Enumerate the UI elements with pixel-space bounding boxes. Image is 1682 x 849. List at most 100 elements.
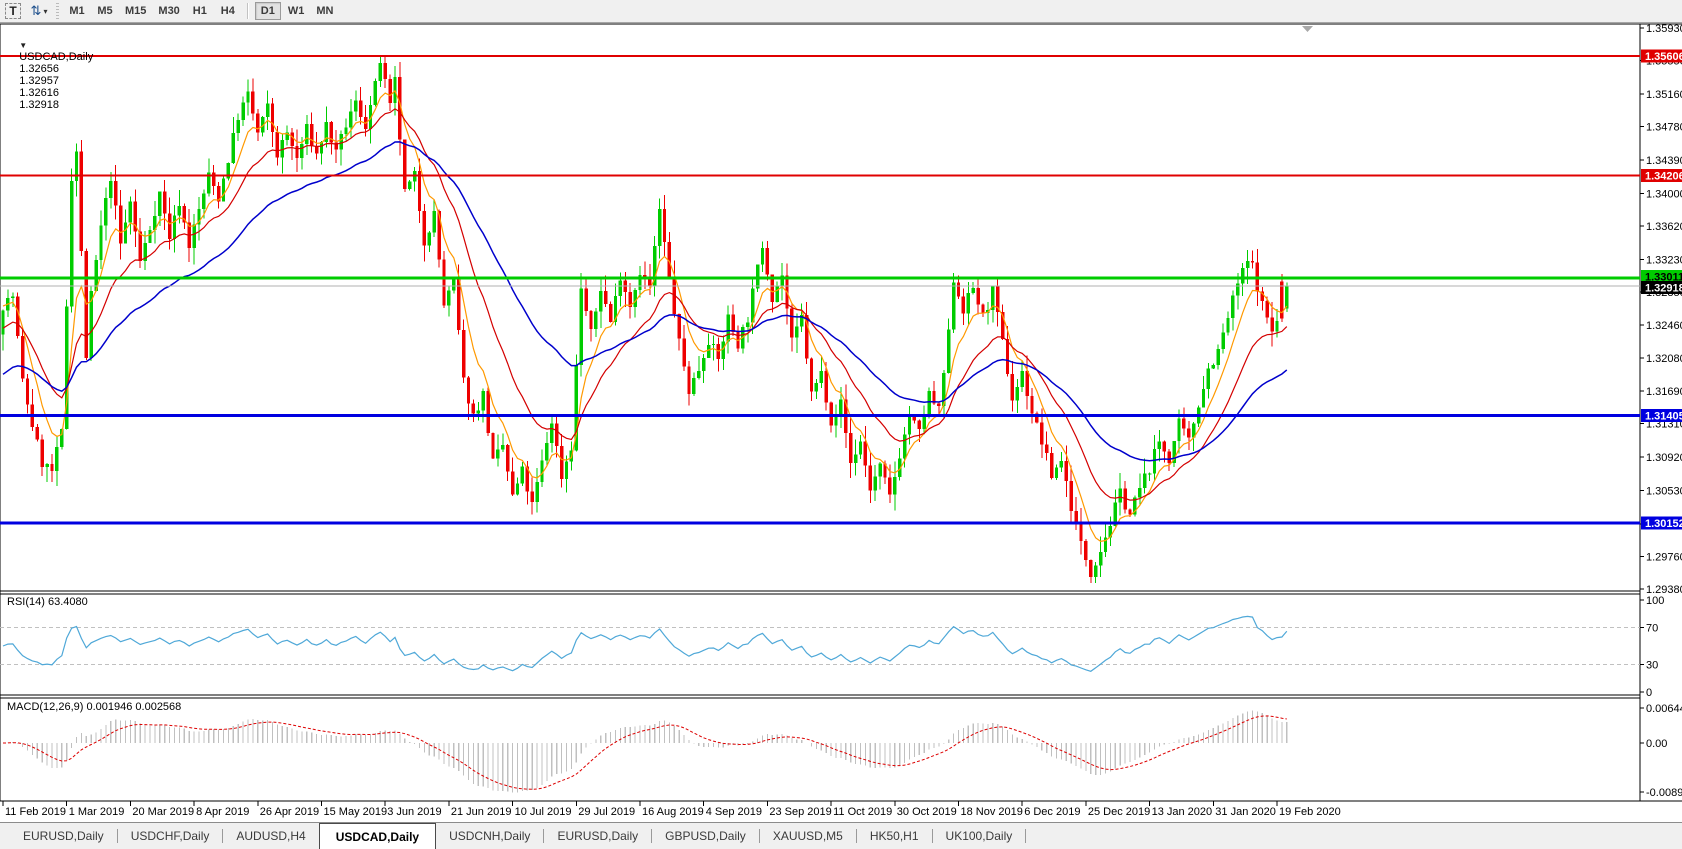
ma-fast-line [2, 89, 1288, 543]
price-levels [0, 54, 1640, 525]
timeframe-button-w1[interactable]: W1 [287, 5, 305, 17]
rsi-indicator-label: RSI(14) 63.4080 [7, 596, 88, 608]
svg-text:1.29380: 1.29380 [1646, 584, 1682, 596]
svg-text:25 Dec 2019: 25 Dec 2019 [1088, 806, 1150, 818]
price-badge [1641, 516, 1682, 530]
price-badge [1641, 270, 1682, 284]
svg-text:1.34000: 1.34000 [1646, 188, 1682, 200]
dropdown-caret-icon: ▾ [43, 6, 48, 16]
price-axis: 1.359301.355501.351601.347801.343901.340… [1640, 23, 1682, 596]
chart-tab-eurusd-daily[interactable]: EURUSD,Daily [557, 829, 639, 843]
timeframe-button-m30[interactable]: M30 [158, 5, 180, 17]
tab-separator [855, 829, 857, 843]
symbol-dropdown-caret[interactable]: ▼ [19, 41, 28, 50]
chart-tab-usdchf-daily[interactable]: USDCHF,Daily [130, 829, 210, 843]
ohlc-low: 1.32616 [19, 87, 59, 99]
svg-text:11 Feb 2019: 11 Feb 2019 [5, 806, 66, 818]
svg-text:8 Apr 2019: 8 Apr 2019 [196, 806, 249, 818]
chart-tab-gbpusd-daily[interactable]: GBPUSD,Daily [665, 829, 746, 843]
svg-text:19 Feb 2020: 19 Feb 2020 [1279, 806, 1341, 818]
svg-text:1.31405: 1.31405 [1645, 411, 1682, 423]
svg-text:23 Sep 2019: 23 Sep 2019 [769, 806, 831, 818]
svg-text:1.32080: 1.32080 [1646, 353, 1682, 365]
svg-text:1.35930: 1.35930 [1646, 23, 1682, 35]
tab-separator [651, 829, 653, 843]
chart-canvas[interactable]: 1.359301.355501.351601.347801.343901.340… [0, 23, 1682, 822]
svg-text:30: 30 [1646, 659, 1658, 671]
svg-text:6 Dec 2019: 6 Dec 2019 [1024, 806, 1080, 818]
svg-text:1.33620: 1.33620 [1646, 221, 1682, 233]
svg-text:18 Nov 2019: 18 Nov 2019 [961, 806, 1023, 818]
svg-text:1.29760: 1.29760 [1646, 551, 1682, 563]
chart-tab-audusd-h4[interactable]: AUDUSD,H4 [236, 829, 306, 843]
price-badge [1641, 49, 1682, 63]
svg-text:30 Oct 2019: 30 Oct 2019 [897, 806, 957, 818]
moving-averages [2, 89, 1288, 543]
chart-tab-xauusd-m5[interactable]: XAUUSD,M5 [772, 829, 843, 843]
svg-text:3 Jun 2019: 3 Jun 2019 [387, 806, 441, 818]
chart-tab-eurusd-daily[interactable]: EURUSD,Daily [23, 829, 104, 843]
text-label-tool-button[interactable]: T [2, 2, 24, 20]
svg-text:0: 0 [1646, 687, 1652, 699]
timeframe-button-d1[interactable]: D1 [254, 2, 281, 20]
price-badge [1641, 409, 1682, 423]
ma-mid-line [2, 108, 1288, 501]
chart-tab-uk100-daily[interactable]: UK100,Daily [945, 829, 1013, 843]
svg-text:29 Jul 2019: 29 Jul 2019 [578, 806, 635, 818]
arrange-arrows-icon: ⇅ [30, 3, 42, 18]
timeframe-button-m1[interactable]: M1 [69, 5, 85, 17]
svg-text:70: 70 [1646, 623, 1658, 635]
tab-separator [543, 829, 545, 843]
toolbar-separator [246, 3, 249, 19]
timeframe-button-m5[interactable]: M5 [97, 5, 113, 17]
svg-text:1.35606: 1.35606 [1645, 51, 1682, 63]
timeframe-button-group: M1 M5 M15 M30 H1 H4 D1 W1 MN [63, 2, 339, 20]
chart-shift-marker-icon [1302, 26, 1313, 32]
tab-separator [222, 829, 224, 843]
timeframe-button-m15[interactable]: M15 [125, 5, 147, 17]
price-badge [1641, 169, 1682, 183]
svg-text:13 Jan 2020: 13 Jan 2020 [1152, 806, 1213, 818]
ohlc-open: 1.32656 [19, 63, 59, 75]
svg-text:20 Mar 2019: 20 Mar 2019 [132, 806, 194, 818]
chart-tab-bar: EURUSD,Daily USDCHF,Daily AUDUSD,H4 USDCAD,… [0, 822, 1682, 849]
rsi-panel: 100 70 30 0 [0, 595, 1664, 699]
panel-borders [0, 23, 1682, 802]
svg-text:1.32460: 1.32460 [1646, 320, 1682, 332]
tab-separator [1025, 829, 1027, 843]
date-axis: 11 Feb 2019 1 Mar 2019 20 Mar 2019 8 Apr 20… [2, 801, 1341, 818]
svg-text:0.006448: 0.006448 [1646, 703, 1682, 715]
symbol-label: USDCAD,Daily [19, 51, 94, 63]
svg-text:1.30152: 1.30152 [1645, 518, 1682, 530]
svg-text:1.33230: 1.33230 [1646, 254, 1682, 266]
svg-text:15 May 2019: 15 May 2019 [324, 806, 388, 818]
chart-tab-usdcnh-daily[interactable]: USDCNH,Daily [449, 829, 531, 843]
timeframe-button-h4[interactable]: H4 [220, 5, 235, 17]
ohlc-close: 1.32918 [19, 99, 59, 111]
svg-text:1.32918: 1.32918 [1645, 282, 1682, 294]
svg-text:0.00: 0.00 [1646, 738, 1667, 750]
chart-tab-hk50-h1[interactable]: HK50,H1 [869, 829, 919, 843]
rsi-line [2, 615, 1288, 672]
svg-text:11 Oct 2019: 11 Oct 2019 [833, 806, 892, 818]
macd-panel: 0.006448 0.00 -0.008982 [2, 703, 1682, 799]
tab-separator [116, 829, 118, 843]
svg-text:1.30530: 1.30530 [1646, 486, 1682, 498]
tab-separator [758, 829, 760, 843]
svg-text:1.31690: 1.31690 [1646, 386, 1682, 398]
svg-text:21 Jun 2019: 21 Jun 2019 [451, 806, 512, 818]
svg-text:4 Sep 2019: 4 Sep 2019 [706, 806, 762, 818]
chart-tab-usdcad-daily[interactable]: USDCAD,Daily [318, 823, 437, 849]
svg-text:1.34390: 1.34390 [1646, 155, 1682, 167]
cursor-mode-button[interactable]: ⇅ ▾ [28, 2, 50, 20]
svg-text:100: 100 [1646, 595, 1664, 607]
svg-text:-0.008982: -0.008982 [1646, 787, 1682, 799]
svg-text:10 Jul 2019: 10 Jul 2019 [515, 806, 572, 818]
svg-text:1.30920: 1.30920 [1646, 452, 1682, 464]
timeframe-button-h1[interactable]: H1 [192, 5, 207, 17]
timeframe-button-mn[interactable]: MN [316, 5, 334, 17]
chart-title: ▼ USDCAD,Daily 1.32656 1.32957 1.32616 1… [7, 27, 97, 123]
candlesticks [1, 55, 1289, 584]
svg-text:1 Mar 2019: 1 Mar 2019 [69, 806, 125, 818]
